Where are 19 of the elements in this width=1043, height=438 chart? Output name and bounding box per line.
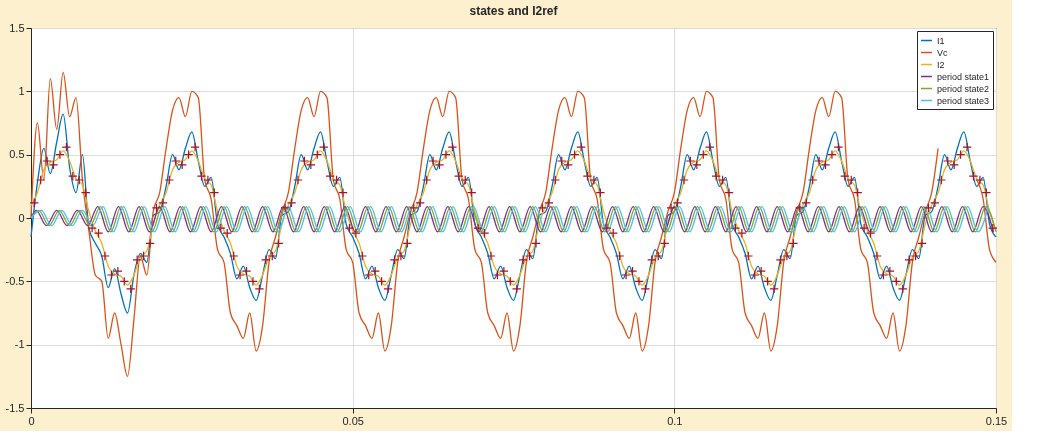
y-tick-label: -0.5: [5, 274, 25, 287]
x-tick-label: 0.1: [667, 414, 683, 427]
legend-label: period state3: [937, 95, 990, 106]
y-tick-label: -1.5: [5, 401, 25, 414]
y-tick-label: 0: [18, 211, 25, 224]
x-tick-label: 0.15: [985, 414, 1008, 427]
legend-label: I1: [937, 35, 945, 46]
y-tick-label: -1: [14, 338, 25, 351]
legend-label: Vc: [937, 47, 948, 58]
x-tick-label: 0.05: [342, 414, 364, 427]
y-tick-label: 1: [18, 84, 25, 97]
legend-label: I2: [937, 59, 945, 70]
y-tick-label: 1.5: [9, 21, 25, 34]
chart-title: states and I2ref: [469, 4, 559, 18]
x-tick-label: 0: [28, 414, 35, 427]
y-tick-label: 0.5: [9, 148, 25, 161]
line-series: [30, 113, 997, 314]
legend-label: period state2: [937, 83, 990, 94]
legend-label: period state1: [937, 71, 990, 82]
